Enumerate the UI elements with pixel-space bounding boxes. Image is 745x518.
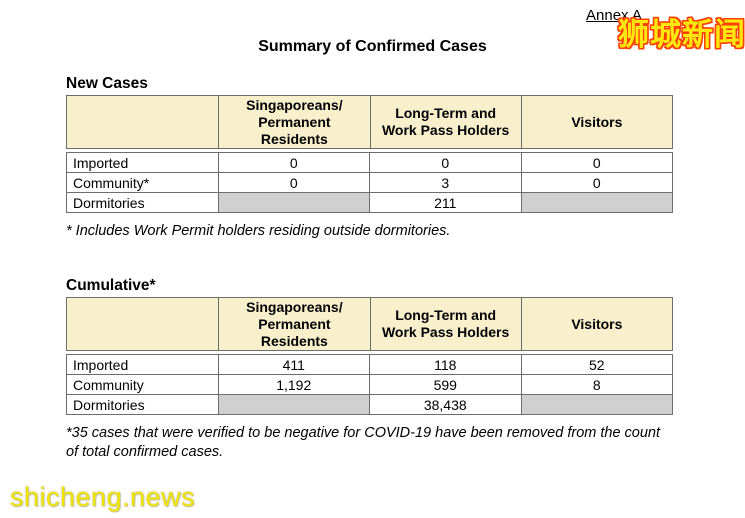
blocked-cell — [217, 394, 370, 415]
header-line: Work Pass Holders — [381, 122, 510, 138]
header-line: Long-Term and — [395, 105, 497, 121]
table-cell: 411 — [217, 354, 370, 375]
table-row-dormitories: Dormitories 211 — [66, 192, 673, 213]
row-label: Imported — [66, 354, 219, 375]
footnote-cumulative: *35 cases that were verified to be negat… — [66, 424, 726, 462]
footnote-line: of total confirmed cases. — [66, 444, 224, 460]
table-row-dormitories: Dormitories 38,438 — [66, 394, 673, 415]
table-cell: 0 — [217, 152, 370, 173]
table-cell: 211 — [369, 192, 522, 213]
table-cell: 0 — [520, 172, 673, 193]
table-cell: 599 — [369, 374, 522, 395]
column-header-visitors: Visitors — [520, 96, 672, 148]
footnote-line: * Includes Work Permit holders residing … — [66, 223, 451, 239]
watermark-sitename-cn: 狮城新闻 — [618, 17, 745, 52]
cumulative-header-row: Singaporeans/ Permanent Residents Long-T… — [66, 297, 673, 351]
table-cell: 38,438 — [369, 394, 522, 415]
row-label: Community — [66, 374, 219, 395]
table-cell: 0 — [520, 152, 673, 173]
header-line: Residents — [260, 332, 328, 349]
footnote-new-cases: * Includes Work Permit holders residing … — [66, 222, 726, 241]
header-line: Singaporeans/ — [246, 298, 343, 315]
header-line: Visitors — [571, 315, 623, 332]
column-header-longterm-workpass: Long-Term and Work Pass Holders — [369, 96, 521, 148]
new-cases-table: Singaporeans/ Permanent Residents Long-T… — [66, 95, 673, 213]
row-label: Community* — [66, 172, 219, 193]
header-line: Permanent — [258, 315, 331, 332]
table-cell: 52 — [520, 354, 673, 375]
column-header-empty — [67, 298, 218, 350]
annex-label: Annex A — [586, 7, 642, 24]
header-line: Singaporeans/ — [246, 96, 343, 113]
table-cell: 8 — [520, 374, 673, 395]
footnote-line: *35 cases that were verified to be negat… — [66, 425, 661, 441]
watermark-sitename-en: shicheng.news — [10, 482, 196, 512]
column-header-singaporeans-pr: Singaporeans/ Permanent Residents — [218, 96, 369, 148]
header-line: Visitors — [571, 113, 623, 130]
table-cell: 0 — [217, 172, 370, 193]
column-header-longterm-workpass: Long-Term and Work Pass Holders — [369, 298, 521, 350]
table-cell: 1,192 — [217, 374, 370, 395]
table-cell: 118 — [369, 354, 522, 375]
row-label: Imported — [66, 152, 219, 173]
new-cases-body: Imported 0 0 0 Community* 0 3 0 Dormitor… — [66, 152, 673, 213]
cumulative-table: Singaporeans/ Permanent Residents Long-T… — [66, 297, 673, 415]
page-title: Summary of Confirmed Cases — [258, 38, 487, 55]
blocked-cell — [520, 192, 673, 213]
table-row-community: Community 1,192 599 8 — [66, 374, 673, 395]
row-label: Dormitories — [66, 394, 219, 415]
blocked-cell — [520, 394, 673, 415]
column-header-visitors: Visitors — [520, 298, 672, 350]
header-line: Work Pass Holders — [381, 324, 510, 340]
table-row-imported: Imported 0 0 0 — [66, 152, 673, 173]
header-line: Long-Term and — [395, 307, 497, 323]
table-cell: 0 — [369, 152, 522, 173]
header-line: Residents — [260, 130, 328, 147]
table-row-community: Community* 0 3 0 — [66, 172, 673, 193]
column-header-empty — [67, 96, 218, 148]
blocked-cell — [217, 192, 370, 213]
table-heading-new-cases: New Cases — [66, 75, 148, 92]
document-body: New Cases Singaporeans/ Permanent Reside… — [66, 75, 673, 462]
table-cell: 3 — [369, 172, 522, 193]
header-line: Permanent — [258, 113, 331, 130]
table-heading-cumulative: Cumulative* — [66, 277, 156, 294]
new-cases-header-row: Singaporeans/ Permanent Residents Long-T… — [66, 95, 673, 149]
row-label: Dormitories — [66, 192, 219, 213]
cumulative-body: Imported 411 118 52 Community 1,192 599 … — [66, 354, 673, 415]
table-row-imported: Imported 411 118 52 — [66, 354, 673, 375]
column-header-singaporeans-pr: Singaporeans/ Permanent Residents — [218, 298, 369, 350]
